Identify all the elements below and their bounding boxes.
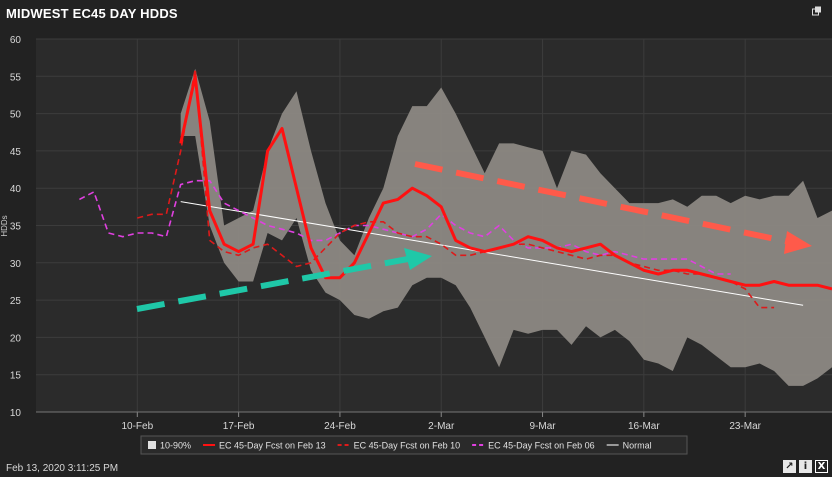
y-axis-label: HDDs [0, 215, 9, 236]
y-tick-label: 15 [10, 371, 22, 382]
x-tick-label: 23-Mar [729, 421, 761, 432]
upward-trend-arrow [136, 256, 409, 312]
series-line-ec-45-day-fcst-on-feb-13 [179, 74, 832, 291]
y-tick-label: 20 [10, 333, 22, 344]
x-tick-label: 2-Mar [428, 421, 455, 432]
x-tick-label: 17-Feb [223, 421, 255, 432]
y-tick-label: 50 [10, 110, 22, 121]
upward-arrowhead [404, 248, 432, 270]
close-icon[interactable]: X [815, 460, 828, 473]
series-line-normal [180, 201, 804, 306]
page-title: MIDWEST EC45 DAY HDDS [6, 6, 178, 21]
series-layer [79, 68, 832, 309]
legend-label: EC 45-Day Fcst on Feb 13 [219, 441, 326, 451]
legend-box [140, 435, 688, 455]
legend-label: EC 45-Day Fcst on Feb 10 [354, 441, 461, 451]
y-tick-label: 35 [10, 222, 22, 233]
legend-label: EC 45-Day Fcst on Feb 06 [488, 441, 595, 451]
export-icon[interactable]: ↗ [783, 460, 796, 473]
y-tick-label: 60 [10, 35, 22, 46]
band-10-90 [180, 68, 832, 386]
series-line-ec-45-day-fcst-on-feb-06 [79, 179, 731, 275]
band-layer [180, 68, 832, 386]
y-tick-label: 10 [10, 408, 22, 419]
timestamp: Feb 13, 2020 3:11:25 PM [6, 463, 119, 474]
x-tick-label: 9-Mar [529, 421, 556, 432]
y-tick-label: 30 [10, 259, 22, 270]
legend-label: Normal [623, 441, 652, 451]
downward-arrowhead [784, 231, 812, 254]
legend: 10-90% EC 45-Day Fcst on Feb 13 EC 45-Day … [140, 435, 688, 455]
info-icon[interactable]: i [799, 460, 812, 473]
downward-trend-arrow [414, 161, 791, 245]
x-tick-label: 10-Feb [121, 421, 153, 432]
x-tick-label: 24-Feb [324, 421, 356, 432]
popout-icon[interactable] [812, 6, 822, 16]
y-tick-label: 25 [10, 296, 22, 307]
legend-swatch [148, 441, 156, 449]
x-axis: 10-Feb 17-Feb 24-Feb 2-Mar 9-Mar 16-Mar 23-Mar [36, 411, 832, 432]
y-tick-label: 55 [10, 72, 22, 83]
trend-arrows [136, 161, 812, 312]
x-tick-label: 16-Mar [628, 421, 660, 432]
y-axis: 10 15 20 25 30 35 40 45 50 55 60 [10, 35, 22, 419]
y-tick-label: 45 [10, 147, 22, 158]
y-tick-label: 40 [10, 184, 22, 195]
hdd-chart: 10 15 20 25 30 35 40 45 50 55 60 10-Feb 17-Feb 24-Fe… [0, 35, 832, 455]
legend-label: 10-90% [160, 441, 191, 451]
